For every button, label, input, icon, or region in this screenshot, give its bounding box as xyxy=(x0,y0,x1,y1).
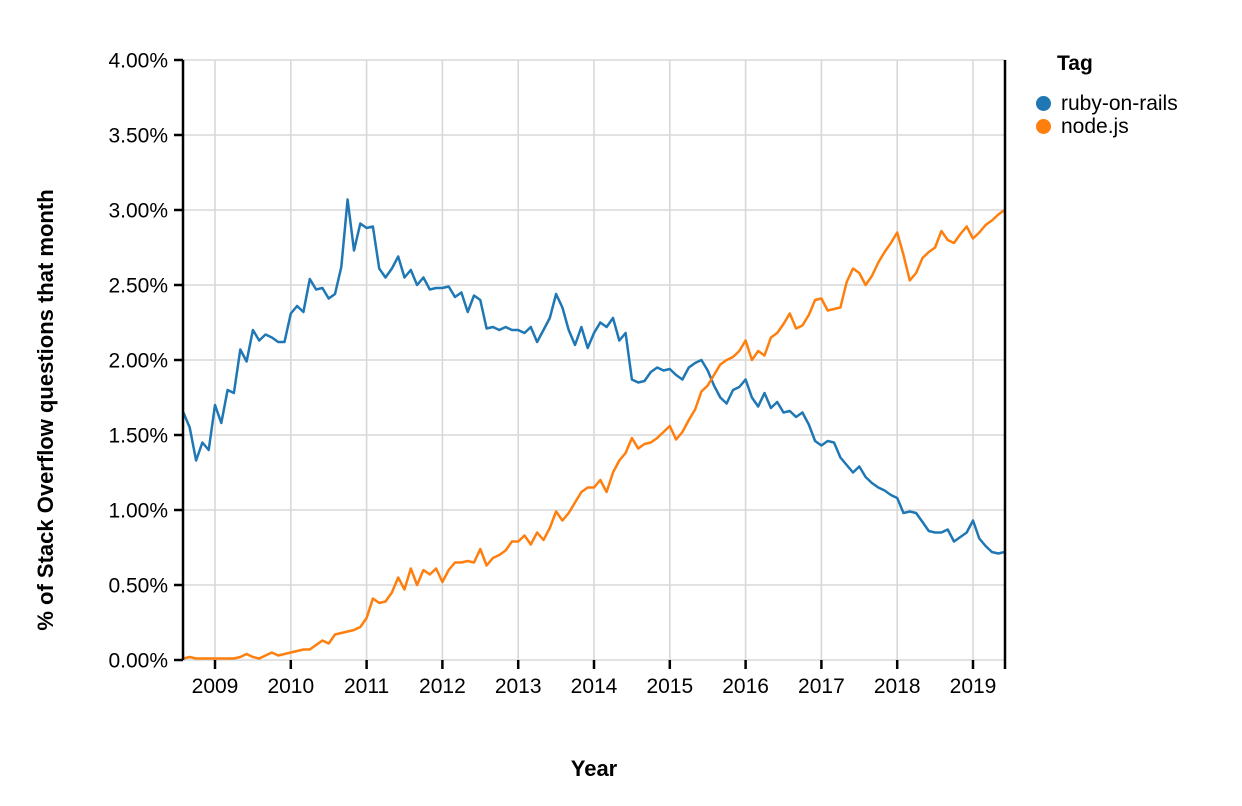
series-line-node-js xyxy=(182,208,1006,660)
y-tick-label: 0.50% xyxy=(108,574,168,597)
axes xyxy=(174,58,1007,669)
series-lines xyxy=(182,198,1006,660)
y-tick-label: 1.50% xyxy=(108,424,168,447)
x-tick-label: 2009 xyxy=(192,675,239,698)
y-axis-title: % of Stack Overflow questions that month xyxy=(33,189,58,631)
x-axis-title: Year xyxy=(570,756,618,781)
x-tick-label: 2011 xyxy=(344,675,389,698)
legend-label-node-js: node.js xyxy=(1061,114,1129,138)
ruby-on-rails-color-swatch-icon xyxy=(1036,96,1051,111)
y-tick-label: 3.00% xyxy=(108,199,168,222)
legend-title: Tag xyxy=(1057,52,1093,75)
node-js-color-swatch-icon xyxy=(1036,119,1051,134)
legend: Tag ruby-on-rails node.js xyxy=(1036,52,1178,138)
legend-item-node-js: node.js xyxy=(1036,115,1178,138)
x-tick-label: 2012 xyxy=(419,675,466,698)
series-line-ruby-on-rails xyxy=(182,198,1006,555)
x-tick-label: 2019 xyxy=(950,675,997,698)
legend-item-ruby-on-rails: ruby-on-rails xyxy=(1036,92,1178,115)
y-tick-label: 4.00% xyxy=(108,49,168,72)
legend-label-ruby-on-rails: ruby-on-rails xyxy=(1061,91,1178,115)
x-tick-label: 2013 xyxy=(495,675,542,698)
y-tick-label: 2.50% xyxy=(108,274,168,297)
y-tick-label: 1.00% xyxy=(108,499,168,522)
y-tick-label: 3.50% xyxy=(108,124,168,147)
y-tick-label: 0.00% xyxy=(108,649,168,672)
x-tick-label: 2010 xyxy=(267,675,314,698)
y-tick-label: 2.00% xyxy=(108,349,168,372)
x-tick-label: 2016 xyxy=(722,675,769,698)
x-tick-label: 2018 xyxy=(874,675,921,698)
x-tick-label: 2015 xyxy=(646,675,693,698)
x-tick-label: 2017 xyxy=(798,675,845,698)
x-tick-label: 2014 xyxy=(571,675,618,698)
tick-labels: 0.00% 0.50% 1.00% 1.50% 2.00% 2.50% 3.00% 3.50%… xyxy=(108,49,996,698)
gridlines xyxy=(183,59,1005,661)
